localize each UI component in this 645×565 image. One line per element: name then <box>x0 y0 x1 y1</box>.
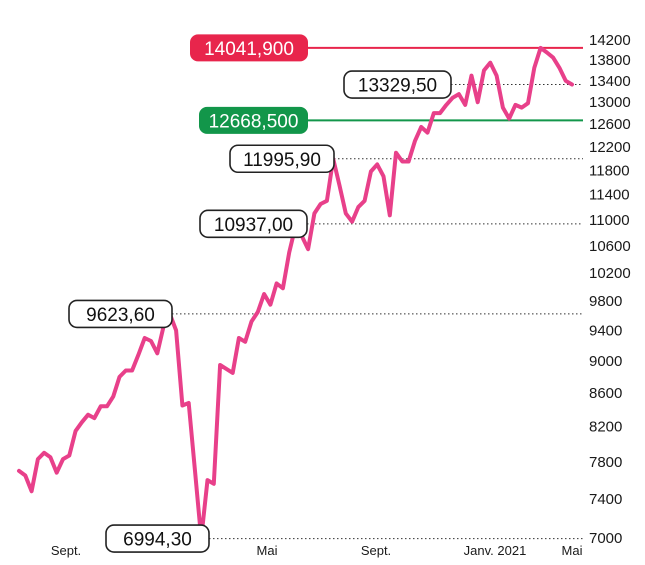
y-tick-label: 11000 <box>589 212 630 229</box>
level-labels: 14041,900 12668,500 13329,50 11995,90 10937,… <box>68 34 452 553</box>
y-tick-label: 8200 <box>589 419 622 436</box>
y-tick-label: 9000 <box>589 353 622 370</box>
y-tick-label: 11800 <box>589 162 630 179</box>
level-value-label: 12668,500 <box>209 111 299 132</box>
level-value-label: 9623,60 <box>86 305 155 326</box>
y-tick-label: 9400 <box>589 322 622 339</box>
y-tick-label: 14200 <box>589 32 631 49</box>
y-tick-label: 9800 <box>589 293 622 310</box>
x-axis: Sept. Mai Sept. Janv. 2021 Mai <box>51 543 583 558</box>
y-tick-label: 13000 <box>589 94 631 111</box>
y-axis: 7000 7400 7800 8200 8600 9000 9400 9800 10200 106… <box>589 32 631 547</box>
dotted-level-badge <box>343 70 452 99</box>
y-tick-label: 11400 <box>589 187 630 204</box>
resistance-level-badge <box>190 34 308 62</box>
x-tick-label: Sept. <box>51 543 81 558</box>
dotted-level-badge <box>68 299 173 329</box>
y-tick-label: 13400 <box>589 73 631 90</box>
dotted-level-badge <box>229 144 335 174</box>
level-lines <box>172 46 583 540</box>
y-tick-label: 7000 <box>589 530 622 547</box>
y-tick-label: 7400 <box>589 491 622 508</box>
y-tick-label: 10600 <box>589 238 631 255</box>
level-value-label: 13329,50 <box>358 76 437 97</box>
x-tick-label: Mai <box>257 543 278 558</box>
x-tick-label: Sept. <box>361 543 391 558</box>
y-tick-label: 10200 <box>589 265 631 282</box>
dotted-level-badge <box>199 209 308 239</box>
level-value-label: 14041,900 <box>204 39 294 60</box>
level-value-label: 11995,90 <box>243 150 321 171</box>
level-value-label: 6994,30 <box>123 530 192 551</box>
support-level-badge <box>199 106 308 134</box>
y-tick-label: 13800 <box>589 52 631 69</box>
x-tick-label: Mai <box>562 543 583 558</box>
y-tick-label: 12200 <box>589 139 631 156</box>
y-tick-label: 7800 <box>589 454 622 471</box>
x-tick-label: Janv. 2021 <box>464 543 527 558</box>
dotted-level-badge <box>105 524 210 553</box>
level-value-label: 10937,00 <box>214 215 293 236</box>
y-tick-label: 12600 <box>589 116 631 133</box>
y-tick-label: 8600 <box>589 385 622 402</box>
